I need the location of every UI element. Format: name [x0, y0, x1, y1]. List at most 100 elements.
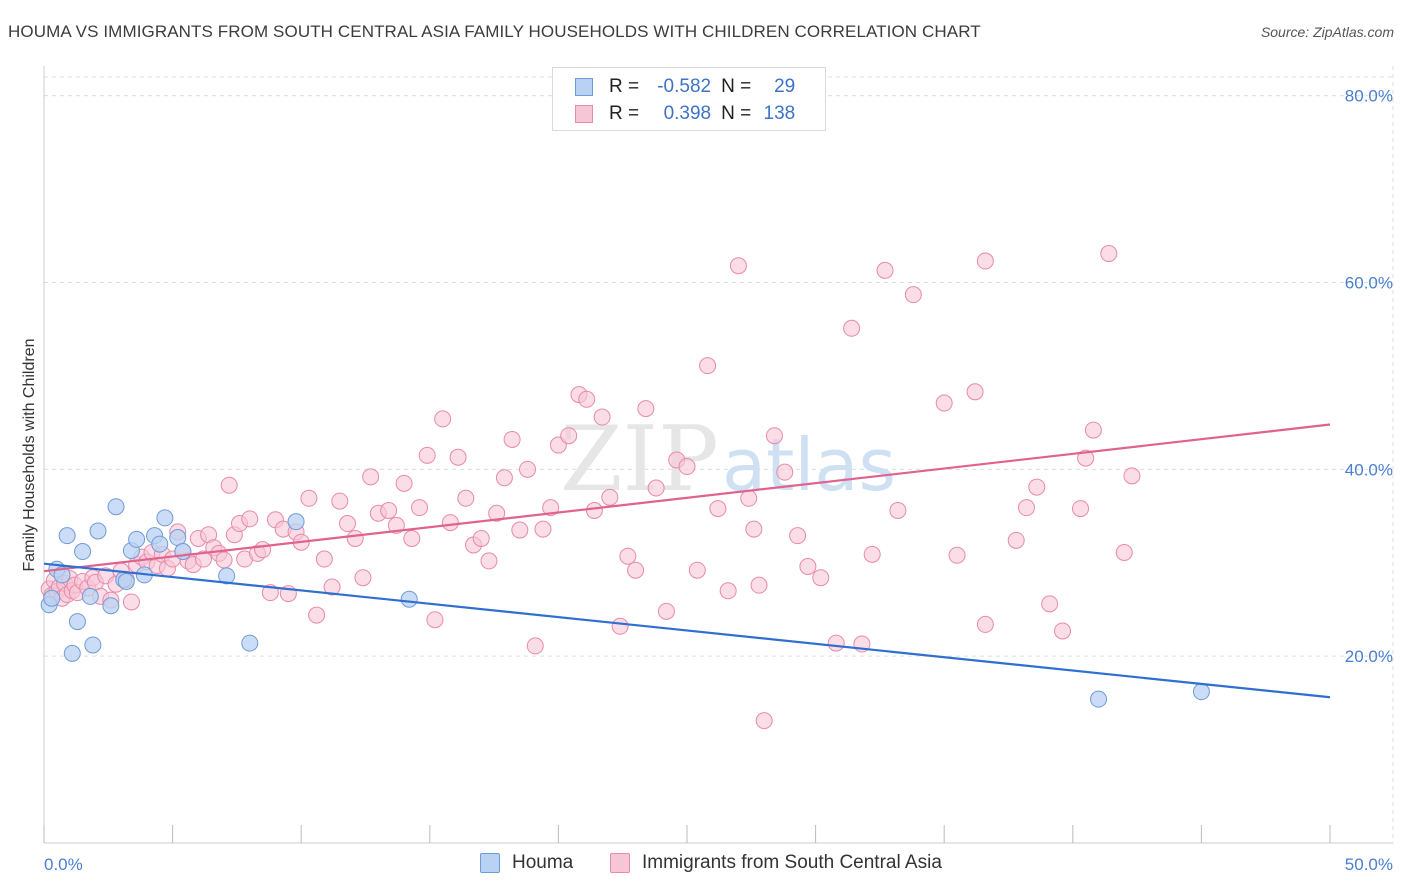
x-tick-label: 0.0% — [44, 855, 83, 874]
data-point-immigrants — [637, 400, 655, 418]
data-point-immigrants — [976, 252, 994, 270]
data-point-immigrants — [480, 552, 498, 570]
series-houma-points — [40, 498, 1210, 708]
data-point-immigrants — [434, 410, 452, 428]
data-point-immigrants — [776, 463, 794, 481]
data-point-immigrants — [709, 500, 727, 518]
data-point-immigrants — [799, 557, 817, 575]
data-point-immigrants — [1123, 467, 1141, 485]
legend-row-immigrants: R = 0.398 N = 138 — [575, 102, 795, 126]
data-point-houma — [1090, 690, 1108, 708]
data-point-immigrants — [1054, 622, 1072, 640]
data-point-immigrants — [876, 261, 894, 279]
data-point-immigrants — [418, 446, 436, 464]
bottom-legend-label-immigrants: Immigrants from South Central Asia — [642, 852, 942, 873]
data-point-immigrants — [346, 529, 364, 547]
data-point-immigrants — [729, 257, 747, 275]
y-tick-label: 80.0% — [1345, 87, 1393, 106]
data-point-immigrants — [627, 561, 645, 579]
legend-n-label: N = — [721, 76, 752, 97]
data-point-immigrants — [904, 286, 922, 304]
data-point-houma — [128, 530, 146, 548]
data-point-immigrants — [308, 606, 326, 624]
data-point-immigrants — [122, 593, 140, 611]
data-point-immigrants — [1041, 595, 1059, 613]
legend-r-label: R = — [609, 76, 640, 97]
data-point-immigrants — [1100, 245, 1118, 263]
data-point-immigrants — [863, 545, 881, 563]
data-point-immigrants — [362, 468, 380, 486]
data-point-immigrants — [395, 474, 413, 492]
data-point-immigrants — [578, 390, 596, 408]
data-point-immigrants — [647, 479, 665, 497]
y-tick-label: 20.0% — [1345, 647, 1393, 666]
y-tick-label: 40.0% — [1345, 460, 1393, 479]
data-point-immigrants — [976, 615, 994, 633]
data-point-immigrants — [526, 637, 544, 655]
trend-line-immigrants — [43, 423, 1331, 573]
data-point-immigrants — [315, 550, 333, 568]
legend-row-houma: R = -0.582 N = 29 — [575, 75, 795, 99]
data-point-houma — [81, 587, 99, 605]
bottom-legend-immigrants: Immigrants from South Central Asia — [610, 852, 942, 874]
y-axis-label: Family Households with Children — [21, 339, 38, 572]
data-point-immigrants — [789, 527, 807, 545]
legend-r-value-immigrants: 0.398 — [663, 103, 712, 124]
data-point-immigrants — [380, 501, 398, 519]
data-point-immigrants — [755, 712, 773, 730]
chart-title: HOUMA VS IMMIGRANTS FROM SOUTH CENTRAL A… — [8, 22, 981, 41]
data-point-immigrants — [719, 582, 737, 600]
data-point-immigrants — [688, 561, 706, 579]
data-point-immigrants — [215, 551, 233, 569]
data-point-immigrants — [519, 460, 537, 478]
data-point-immigrants — [699, 357, 717, 375]
data-point-immigrants — [611, 617, 629, 635]
legend-n-label: N = — [721, 103, 752, 124]
bottom-legend: Houma Immigrants from South Central Asia — [0, 852, 1406, 878]
data-point-immigrants — [254, 541, 272, 559]
axes — [43, 66, 1393, 844]
data-point-immigrants — [601, 488, 619, 506]
bottom-legend-houma: Houma — [480, 852, 573, 874]
data-point-immigrants — [889, 501, 907, 519]
data-point-immigrants — [387, 516, 405, 534]
trend-line-houma — [43, 562, 1331, 699]
legend: R = -0.582 N = 29 R = 0.398 N = 138 — [552, 67, 826, 131]
data-point-immigrants — [534, 520, 552, 538]
data-point-immigrants — [827, 634, 845, 652]
data-point-houma — [241, 634, 259, 652]
bottom-legend-swatch-houma — [480, 853, 500, 873]
data-point-immigrants — [220, 476, 238, 494]
data-point-immigrants — [194, 550, 212, 568]
data-point-houma — [107, 498, 125, 516]
data-point-immigrants — [740, 489, 758, 507]
data-point-houma — [156, 509, 174, 527]
data-point-houma — [74, 543, 92, 561]
data-point-immigrants — [441, 514, 459, 532]
data-point-houma — [84, 636, 102, 654]
watermark: ZIP atlas — [560, 407, 896, 512]
data-point-immigrants — [765, 427, 783, 445]
data-point-immigrants — [948, 546, 966, 564]
data-point-immigrants — [745, 520, 763, 538]
data-point-immigrants — [966, 383, 984, 401]
data-point-immigrants — [503, 430, 521, 448]
data-point-immigrants — [323, 578, 341, 596]
data-point-immigrants — [1007, 531, 1025, 549]
data-point-houma — [58, 527, 76, 545]
x-tick-label: 50.0% — [1345, 855, 1393, 874]
data-point-houma — [151, 535, 169, 553]
data-point-immigrants — [241, 510, 259, 528]
legend-swatch-immigrants — [575, 105, 593, 123]
data-point-houma — [287, 513, 305, 531]
bottom-legend-swatch-immigrants — [610, 853, 630, 873]
data-point-houma — [68, 613, 86, 631]
legend-swatch-houma — [575, 78, 593, 96]
y-tick-label: 60.0% — [1345, 274, 1393, 293]
data-point-immigrants — [354, 569, 372, 587]
trend-lines — [43, 423, 1331, 699]
data-point-immigrants — [678, 458, 696, 476]
data-point-immigrants — [472, 529, 490, 547]
data-point-immigrants — [331, 492, 349, 510]
data-point-immigrants — [1028, 478, 1046, 496]
